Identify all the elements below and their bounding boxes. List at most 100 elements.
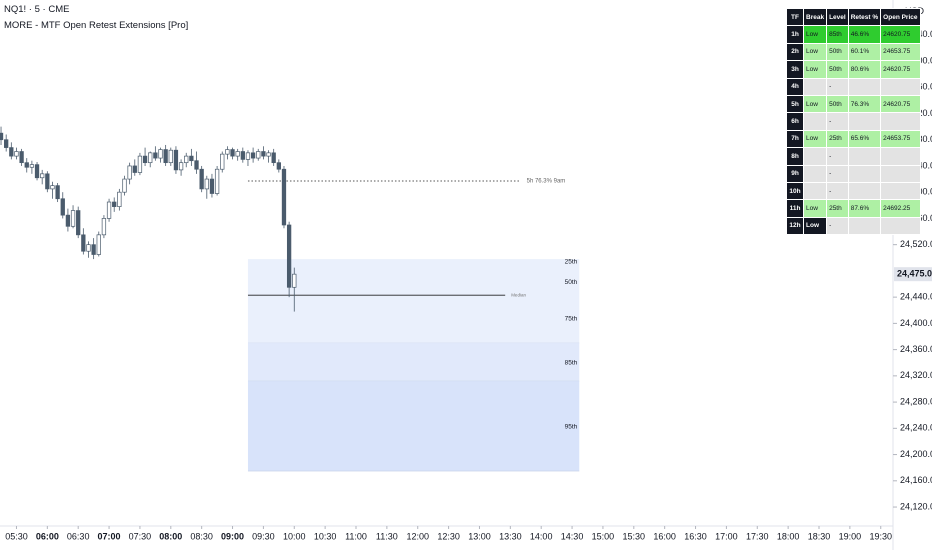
- candle-body: [266, 152, 271, 157]
- candle-body: [24, 162, 29, 168]
- candle-body: [60, 198, 65, 216]
- level-label: 95th: [565, 424, 578, 431]
- candle-body: [199, 168, 204, 190]
- table-cell: 24692.25: [880, 199, 921, 218]
- x-tick-label: 08:30: [190, 531, 213, 541]
- y-tick-label: 24,400.00: [900, 318, 932, 328]
- last-price-label: 24,475.00: [897, 269, 932, 279]
- table-cell: -: [826, 112, 849, 131]
- table-cell: 24620.75: [880, 25, 921, 44]
- table-cell: [880, 147, 921, 166]
- candle-body: [148, 152, 153, 164]
- table-cell: -: [826, 147, 849, 166]
- table-cell: -: [826, 164, 849, 183]
- x-tick-label: 17:00: [715, 531, 738, 541]
- x-tick-label: 16:30: [684, 531, 707, 541]
- header-cell: Level: [826, 7, 849, 27]
- x-tick-label: 06:00: [36, 531, 59, 541]
- candle-body: [101, 218, 107, 236]
- table-cell: [847, 112, 882, 131]
- retest-table: TF Break Level Retest % Open Price 1h Low 85th 4…: [786, 7, 921, 236]
- table-cell: [847, 216, 882, 236]
- y-tick-label: 24,360.00: [900, 344, 932, 354]
- x-tick-label: 06:30: [67, 531, 90, 541]
- y-tick-label: 24,520.00: [900, 239, 932, 249]
- level-label: 85th: [565, 359, 578, 366]
- table-cell: [880, 216, 921, 236]
- table-cell: 50th: [826, 94, 849, 114]
- x-tick-label: 15:00: [592, 531, 615, 541]
- table-cell: 24653.75: [880, 129, 921, 149]
- x-tick-label: 19:00: [839, 531, 862, 541]
- table-cell: 24653.75: [880, 42, 921, 62]
- candle-body: [220, 153, 225, 170]
- x-tick-label: 08:00: [159, 531, 182, 541]
- table-cell: [802, 112, 828, 131]
- table-cell: 87.6%: [847, 199, 882, 218]
- table-row: 3h Low 50th 80.6% 24620.75: [786, 60, 921, 79]
- candle-body: [45, 173, 50, 190]
- y-tick-label: 24,120.00: [900, 501, 932, 511]
- table-cell: 1h: [786, 25, 804, 44]
- symbol: NQ1! · 5 · CME: [4, 4, 70, 15]
- table-row: 7h Low 25th 65.6% 24653.75: [786, 129, 921, 149]
- candle-body: [50, 185, 55, 190]
- table-cell: 11h: [786, 199, 804, 218]
- table-cell: 46.6%: [847, 25, 882, 44]
- table-cell: 24620.75: [880, 60, 921, 79]
- x-tick-label: 14:00: [530, 531, 553, 541]
- candle-body: [292, 273, 297, 288]
- x-tick-label: 17:30: [746, 531, 769, 541]
- retest-label: 5h 76.3% 9am: [527, 179, 566, 185]
- extension-zone: [247, 343, 580, 382]
- candle-body: [204, 178, 209, 190]
- x-tick-label: 12:30: [437, 531, 460, 541]
- x-tick-label: 10:00: [283, 531, 306, 541]
- header-cell: Break: [802, 7, 828, 27]
- table-cell: 60.1%: [847, 42, 882, 62]
- table-cell: 24620.75: [880, 94, 921, 114]
- table-cell: Low: [802, 216, 828, 236]
- table-cell: [880, 181, 921, 201]
- table-row: 10h -: [786, 181, 921, 201]
- table-cell: 10h: [786, 181, 804, 201]
- candle-body: [106, 201, 112, 219]
- y-tick-label: 24,240.00: [900, 423, 932, 433]
- level-label: 75th: [565, 316, 578, 323]
- candle-body: [225, 149, 230, 155]
- x-tick-label: 19:30: [869, 531, 892, 541]
- table-row: 5h Low 50th 76.3% 24620.75: [786, 94, 921, 114]
- candle-body: [70, 210, 76, 227]
- candle-body: [214, 168, 220, 194]
- candle-body: [230, 149, 235, 157]
- last-price-box: [894, 267, 932, 282]
- table-cell: 80.6%: [847, 60, 882, 79]
- table-row: 12h Low -: [786, 216, 921, 236]
- candle-body: [173, 149, 179, 171]
- candle-body: [91, 244, 96, 255]
- table-row: 8h -: [786, 147, 921, 166]
- candle-body: [245, 152, 251, 160]
- y-tick-label: 24,280.00: [900, 396, 932, 406]
- candle-body: [240, 151, 245, 160]
- y-tick-label: 24,320.00: [900, 370, 932, 380]
- y-tick-label: 24,440.00: [900, 292, 932, 302]
- x-tick-label: 11:00: [345, 531, 367, 541]
- header-cell: TF: [786, 7, 804, 27]
- x-tick-label: 09:30: [252, 531, 275, 541]
- x-tick-label: 05:30: [5, 531, 28, 541]
- table-cell: -: [826, 77, 849, 96]
- table-cell: -: [826, 216, 849, 236]
- candle-body: [117, 191, 122, 207]
- extension-zone: [247, 381, 580, 471]
- x-tick-label: 11:30: [376, 531, 398, 541]
- table-cell: 5h: [786, 94, 804, 114]
- table-row: 1h Low 85th 46.6% 24620.75: [786, 25, 921, 44]
- table-cell: Low: [802, 42, 828, 62]
- table-row: 9h -: [786, 164, 921, 183]
- candle-body: [4, 139, 9, 148]
- x-tick-label: 09:00: [221, 531, 244, 541]
- candle-body: [256, 151, 261, 159]
- table-row: 4h -: [786, 77, 921, 96]
